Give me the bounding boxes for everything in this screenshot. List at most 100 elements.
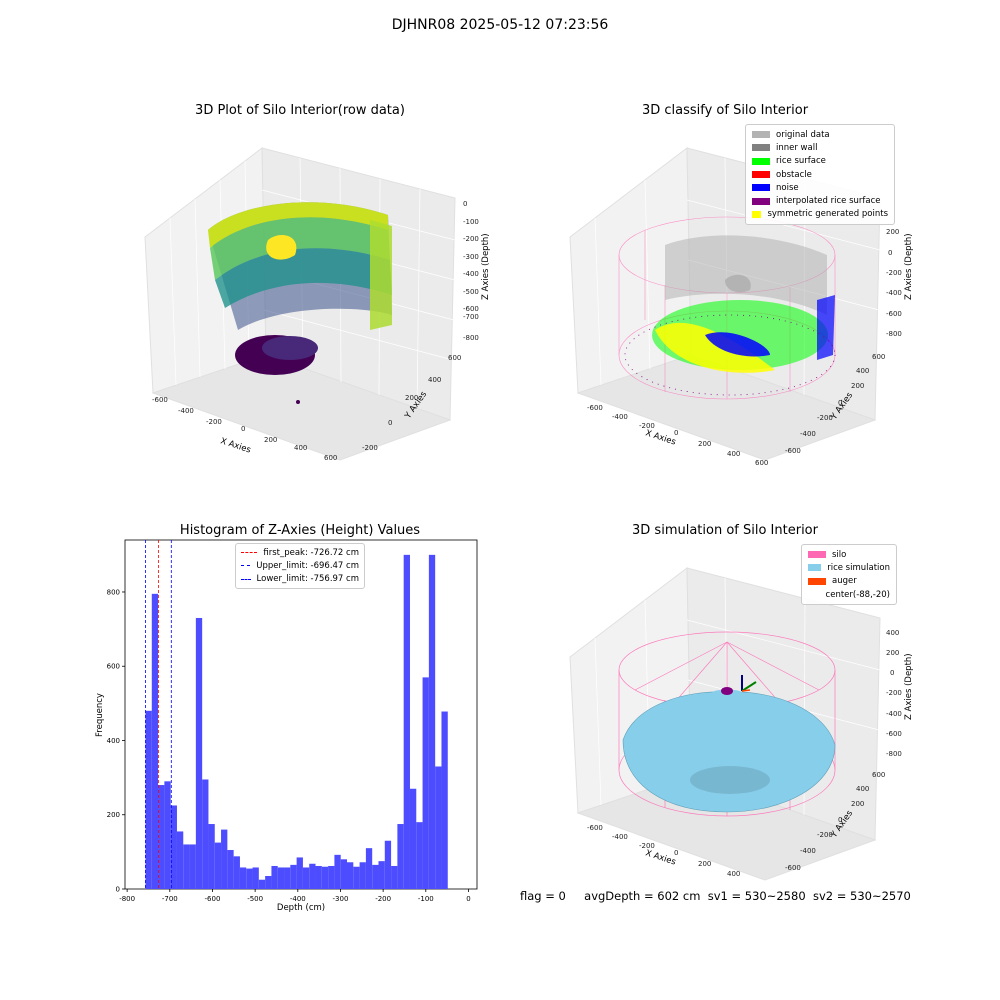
raw-point-cloud	[208, 202, 392, 404]
y-tick-label: 800	[107, 588, 120, 596]
tick-label: -400	[886, 289, 902, 297]
legend-item: rice surface	[752, 155, 888, 168]
y-tick-label: 200	[107, 811, 120, 819]
y-tick-label: 600	[107, 663, 120, 671]
classify-y-ticks: -600 -400 -200 0 200 400 600	[785, 353, 885, 455]
histogram-bar	[391, 865, 398, 889]
histogram-bar	[403, 554, 410, 889]
histogram-bar	[397, 824, 404, 889]
x-tick-label: -600	[205, 895, 221, 903]
tick-label: 200	[851, 800, 864, 808]
histogram-bar	[221, 829, 228, 889]
legend-label: inner wall	[776, 142, 818, 153]
tick-label: 400	[428, 376, 441, 384]
tick-label: -400	[800, 430, 816, 438]
legend-item: Upper_limit: -696.47 cm	[241, 559, 359, 572]
histogram-x-ticks: -800 -700 -600 -500 -400 -300 -200 -100 0	[119, 889, 471, 903]
tick-label: -200	[206, 418, 222, 426]
simulation-z-label: Z Axies (Depth)	[904, 653, 914, 720]
legend-item: noise	[752, 181, 888, 194]
tick-label: -400	[463, 270, 479, 278]
histogram-bar	[416, 822, 423, 889]
histogram-bar	[441, 711, 448, 889]
depth-histogram[interactable]: -800 -700 -600 -500 -400 -300 -200 -100 0 0 200 40…	[80, 535, 490, 920]
classify-z-ticks: 200 0 -200 -400 -600 -800	[886, 228, 902, 338]
sv2-text: sv2 = 530~2570	[812, 889, 911, 903]
legend-swatch	[752, 131, 770, 139]
tick-label: -600	[785, 447, 801, 455]
legend-item: interpolated rice surface	[752, 194, 888, 207]
histogram-bar	[347, 862, 354, 889]
legend-label: obstacle	[776, 169, 812, 180]
tick-label: -200	[886, 269, 902, 277]
histogram-legend: first_peak: -726.72 cm Upper_limit: -696…	[235, 543, 365, 589]
x-tick-label: -300	[333, 895, 349, 903]
tick-label: 600	[755, 459, 768, 467]
tick-label: 0	[241, 425, 245, 433]
tick-label: 400	[727, 450, 740, 458]
histogram-bar	[277, 867, 285, 889]
tick-label: 600	[872, 353, 885, 361]
tick-label: -200	[639, 422, 655, 430]
legend-line	[241, 552, 258, 554]
tick-label: 0	[838, 816, 842, 824]
legend-label: rice simulation	[827, 562, 890, 573]
tick-label: -300	[463, 253, 479, 261]
legend-item: auger	[808, 575, 890, 588]
x-tick-label: -100	[418, 895, 434, 903]
histogram-bar	[409, 788, 417, 889]
tick-label: 0	[674, 429, 678, 437]
raw-plot-title: 3D Plot of Silo Interior(row data)	[195, 103, 405, 118]
histogram-bar	[422, 677, 429, 889]
tick-label: -500	[463, 288, 479, 296]
histogram-bar	[227, 850, 234, 889]
legend-item: rice simulation	[808, 561, 890, 574]
legend-label: center(-88,-20)	[825, 589, 890, 600]
simulation-y-ticks: -600 -400 -200 0 200 400 600	[785, 771, 885, 872]
histogram-bar	[258, 879, 266, 889]
histogram-bar	[158, 785, 165, 889]
histogram-reference-lines	[145, 540, 172, 889]
tick-label: -400	[800, 847, 816, 855]
legend-item: center(-88,-20)	[808, 588, 890, 601]
histogram-bar	[170, 805, 177, 889]
x-tick-label: -500	[247, 895, 263, 903]
histogram-bar	[183, 844, 190, 889]
histogram-title: Histogram of Z-Axies (Height) Values	[179, 523, 421, 538]
tick-label: -200	[362, 444, 378, 452]
histogram-bar	[353, 866, 360, 889]
tick-label: -400	[178, 407, 194, 415]
x-tick-label: -200	[375, 895, 391, 903]
x-tick-label: -400	[290, 895, 306, 903]
tick-label: 400	[886, 629, 899, 637]
classify-x-label: X Axies	[644, 428, 677, 447]
legend-item: inner wall	[752, 141, 888, 154]
tick-label: -600	[587, 404, 603, 412]
tick-label: -400	[612, 413, 628, 421]
legend-swatch	[808, 591, 820, 598]
histogram-bar	[340, 859, 348, 889]
tick-label: 0	[888, 249, 892, 257]
histogram-y-label: Frequency	[95, 693, 105, 737]
tick-label: -800	[886, 750, 902, 758]
legend-swatch	[752, 197, 770, 205]
tick-label: -800	[463, 334, 479, 342]
sv1-text: sv1 = 530~2580	[707, 889, 806, 903]
histogram-bar	[296, 857, 303, 889]
histogram-bar	[151, 593, 159, 889]
y-tick-label: 400	[107, 737, 120, 745]
y-tick-label: 0	[116, 886, 120, 894]
histogram-bar	[271, 865, 278, 889]
tick-label: 200	[698, 860, 711, 868]
legend-item: original data	[752, 128, 888, 141]
histogram-y-ticks: 0 200 400 600 800	[107, 588, 125, 894]
tick-label: -600	[785, 864, 801, 872]
x-tick-label: -800	[119, 895, 135, 903]
raw-3d-plot[interactable]: -600 -400 -200 0 200 400 600 X Axies -20…	[130, 130, 500, 475]
legend-swatch	[752, 144, 770, 152]
classify-z-label: Z Axies (Depth)	[904, 233, 914, 300]
legend-line	[241, 565, 251, 567]
simulation-3d-plot[interactable]: -600 -400 -200 0 200 400 X Axies -600 -4…	[555, 550, 915, 890]
tick-label: -600	[886, 730, 902, 738]
histogram-bar	[246, 868, 253, 889]
